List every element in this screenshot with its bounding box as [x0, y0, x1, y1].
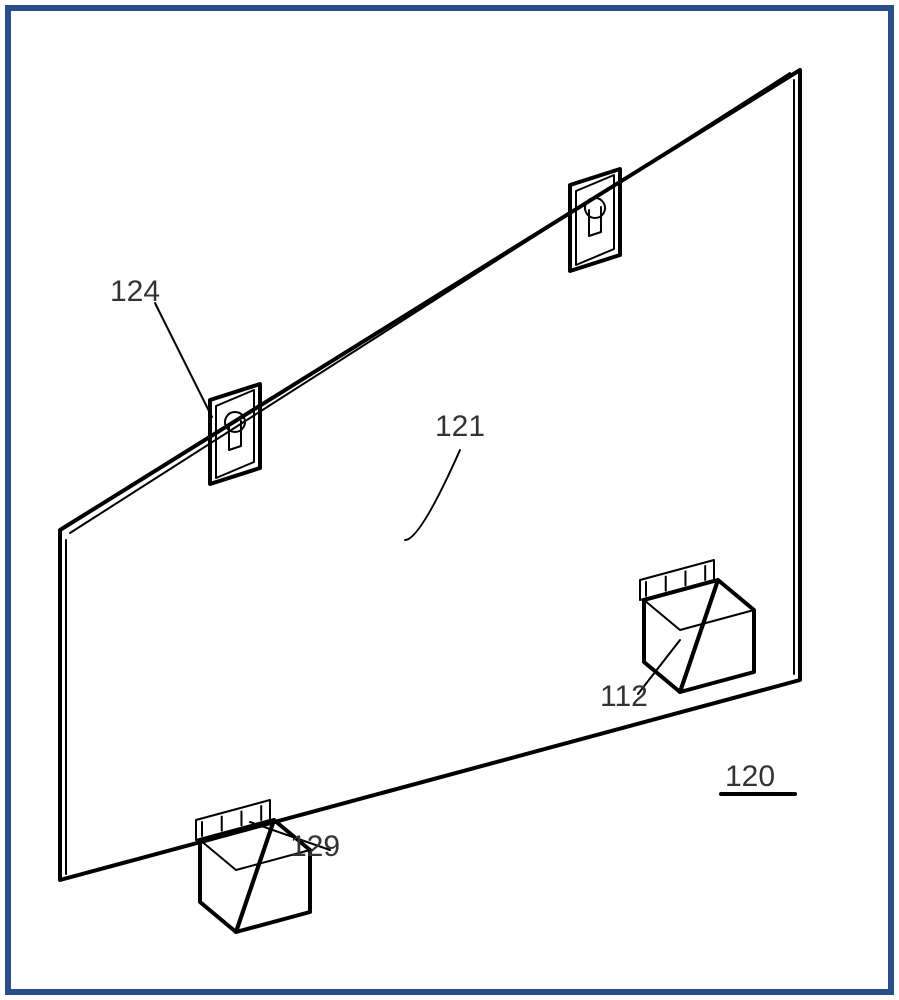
ref-label-112: 112 [600, 680, 648, 714]
ref-label-120: 120 [725, 760, 775, 794]
ref-label-129: 129 [290, 830, 340, 864]
ref-label-121: 121 [435, 410, 485, 444]
ref-label-124: 124 [110, 275, 160, 309]
